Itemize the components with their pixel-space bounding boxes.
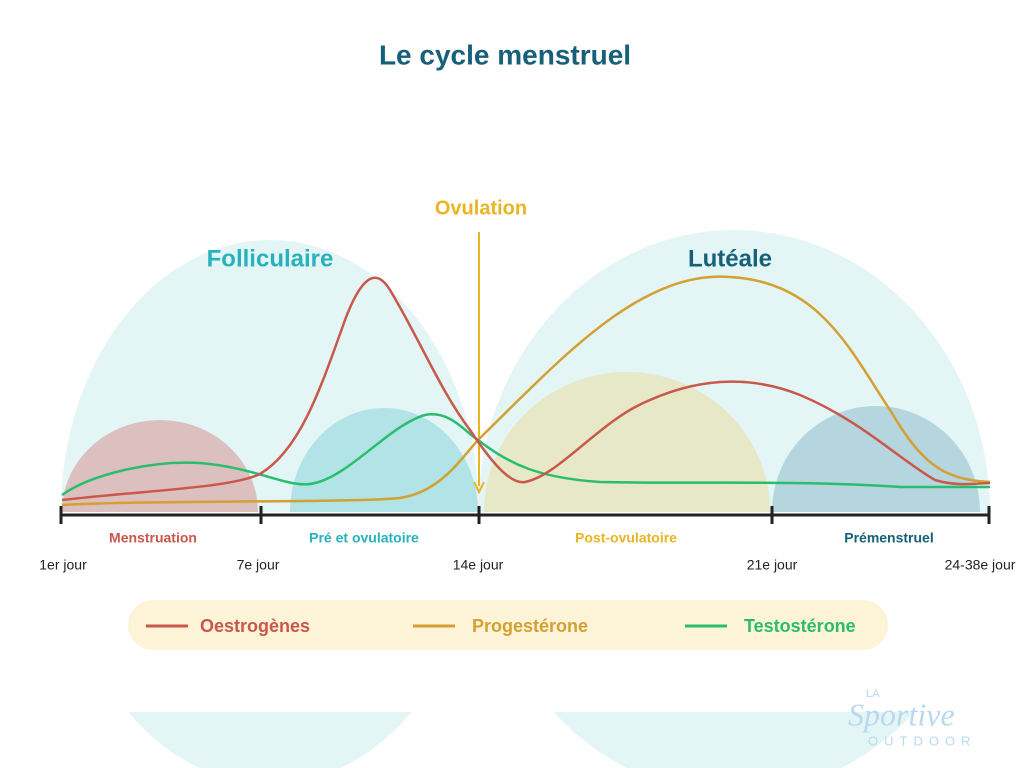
legend	[128, 600, 888, 650]
logo: LA Sportive OUTDOOR	[848, 688, 976, 749]
phase-label: Folliculaire	[207, 245, 334, 272]
menstruation-area	[62, 420, 258, 512]
subphase-label: Prémenstruel	[844, 530, 933, 546]
legend-label: Testostérone	[744, 616, 856, 636]
ovulation-label: Ovulation	[435, 197, 527, 219]
logo-text: LA	[866, 688, 880, 700]
legend-label: Oestrogènes	[200, 616, 310, 636]
legend-label: Progestérone	[472, 616, 588, 636]
logo-text: Sportive	[848, 696, 955, 732]
title: Le cycle menstruel	[379, 39, 631, 70]
arrow-head	[473, 481, 485, 495]
logo-text: OUTDOOR	[868, 733, 976, 748]
progesterone-curve	[61, 275, 991, 507]
subphase-label: Menstruation	[109, 530, 197, 546]
testosterone-curve	[61, 413, 990, 497]
estrogen-curve	[61, 276, 991, 502]
phase-label: Lutéale	[688, 245, 772, 272]
premenstrual-area	[772, 406, 980, 512]
timeline	[59, 506, 991, 524]
subphase-label: Post-ovulatoire	[575, 530, 677, 546]
day-label: 1er jour	[39, 557, 87, 573]
day-label: 7e jour	[237, 557, 280, 573]
day-label: 21e jour	[747, 557, 798, 573]
day-label: 14e jour	[453, 557, 504, 573]
subphase-label: Pré et ovulatoire	[309, 530, 419, 546]
day-label: 24-38e jour	[945, 557, 1016, 573]
